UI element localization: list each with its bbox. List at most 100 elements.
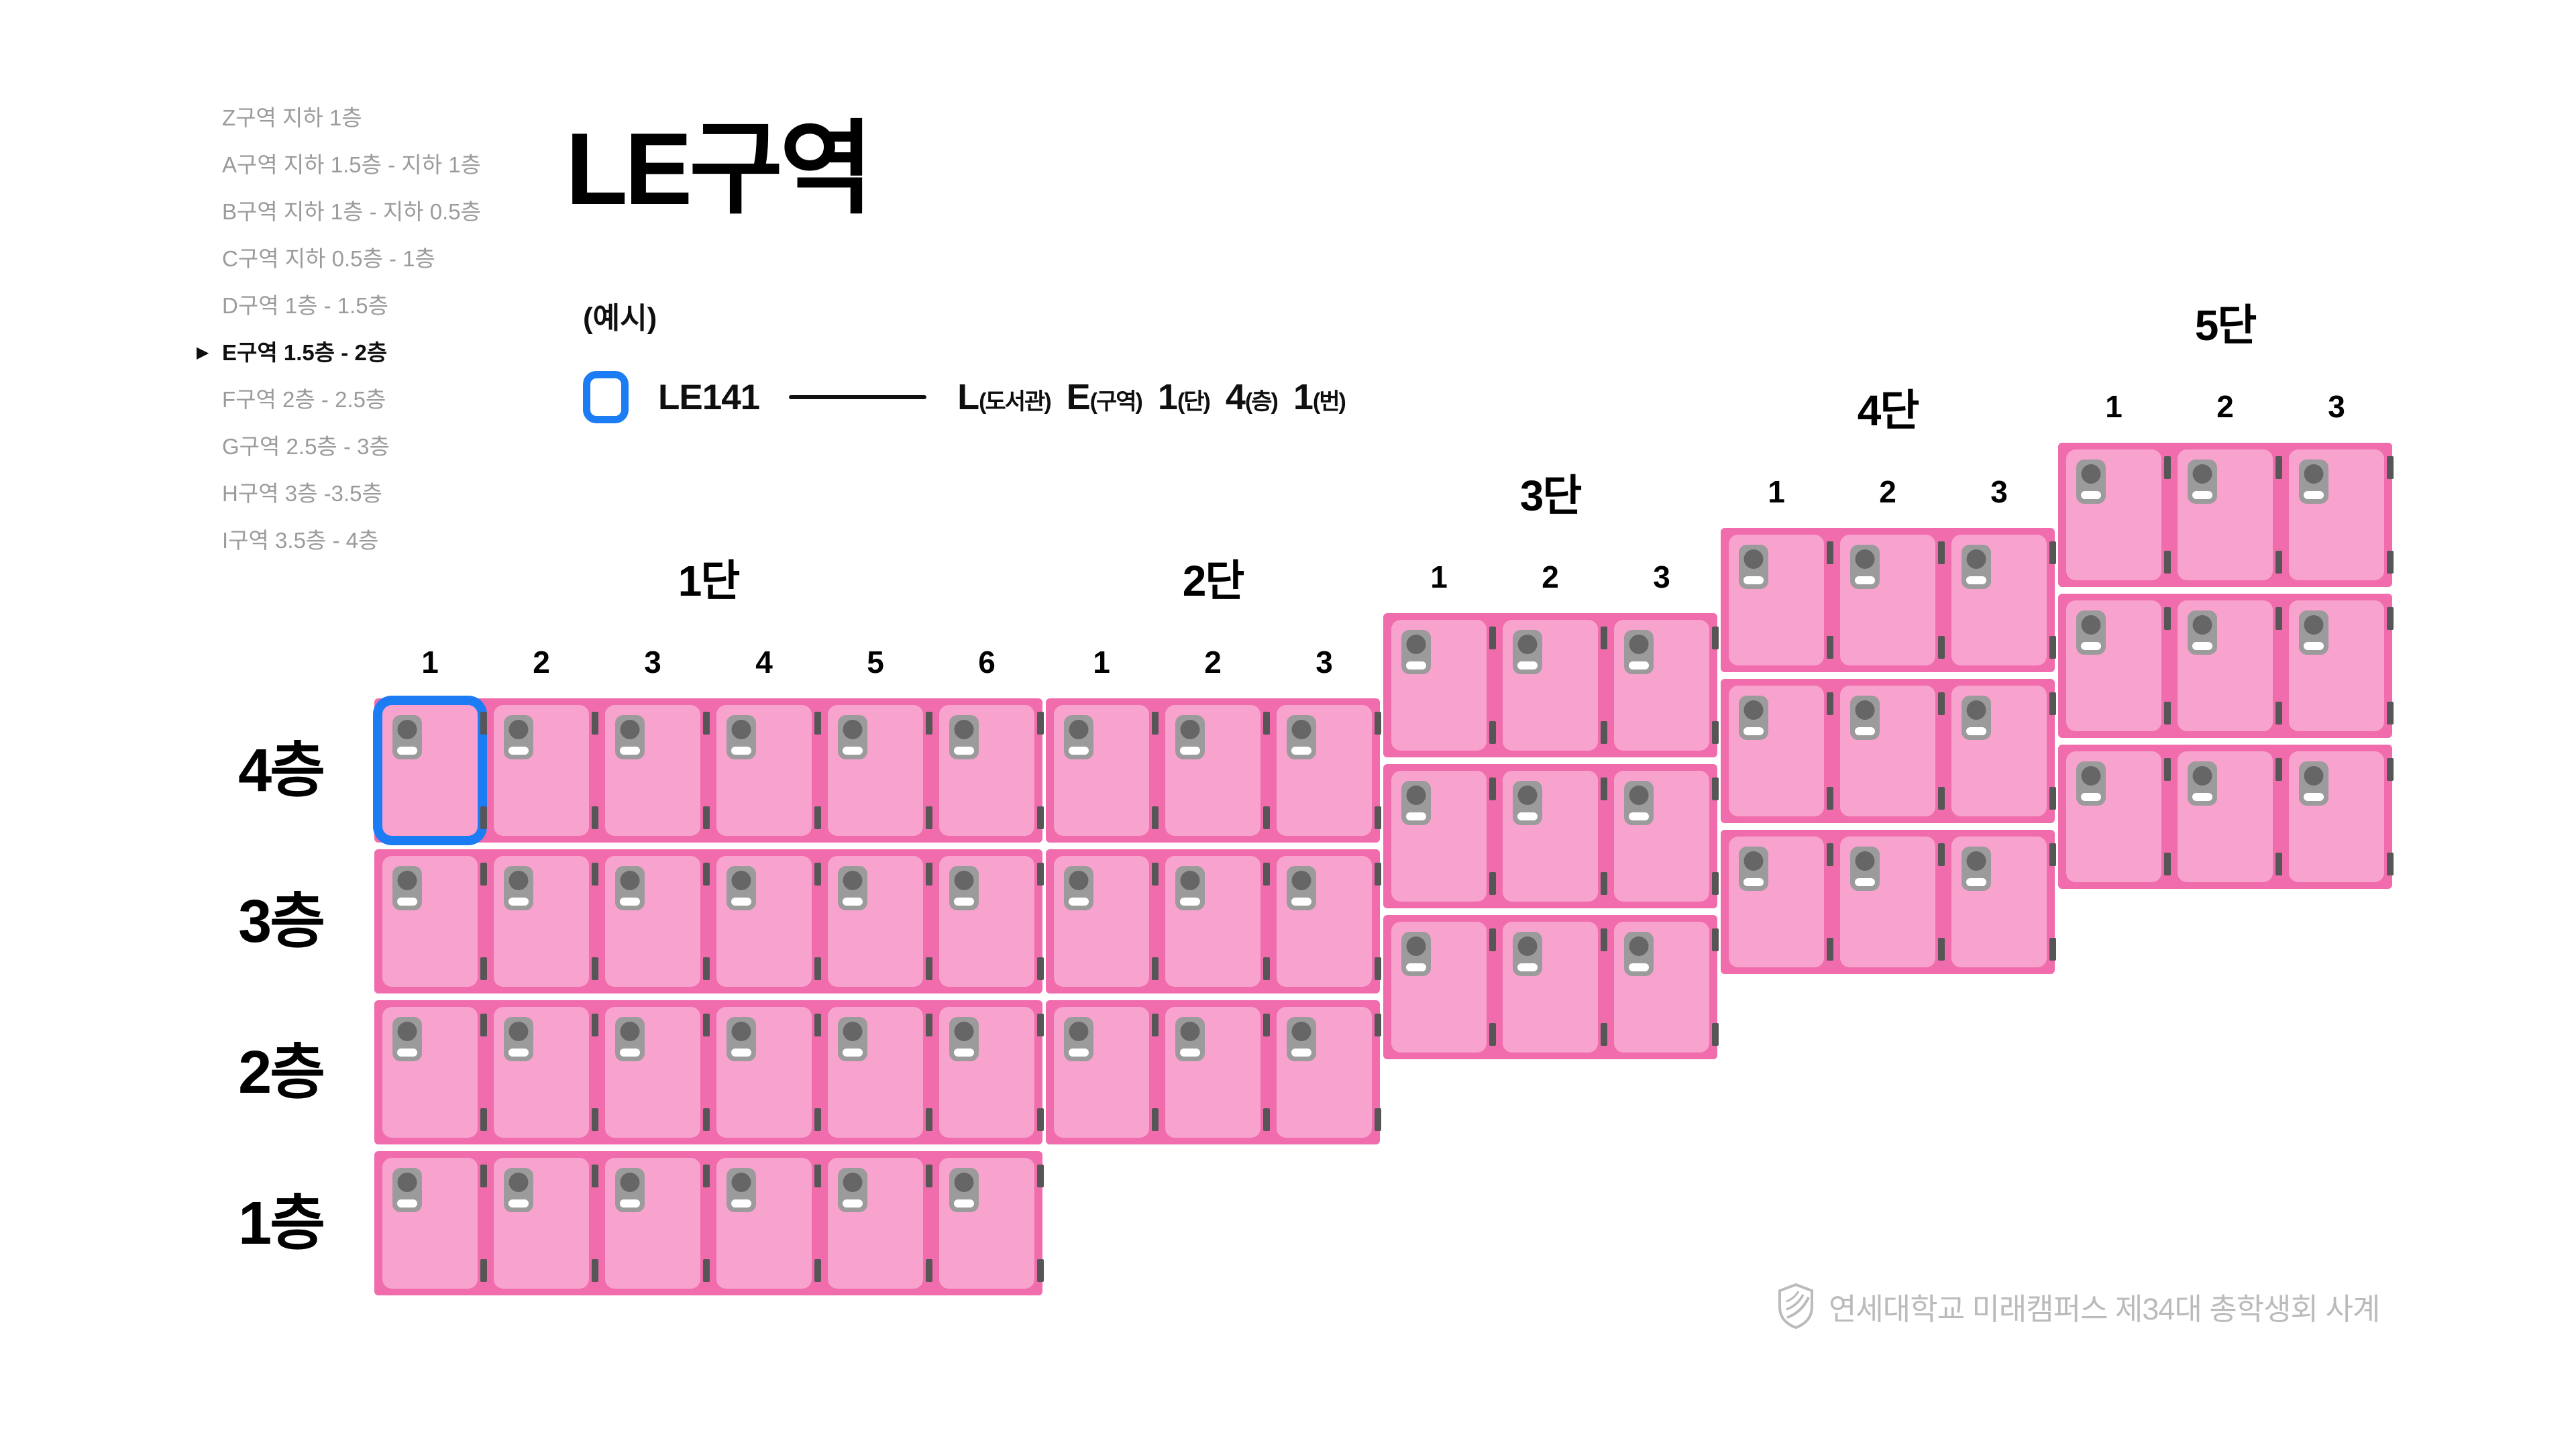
locker-handle-icon <box>1624 781 1654 825</box>
sidebar-item-a-zone[interactable]: A구역 지하 1.5층 - 지하 1층 <box>222 142 598 189</box>
locker-handle-icon <box>392 1168 422 1212</box>
locker-handle-icon <box>1287 715 1316 759</box>
column-number-label: 1 <box>421 645 439 680</box>
locker[interactable] <box>1277 705 1381 836</box>
locker[interactable] <box>1391 922 1496 1053</box>
locker-handle-icon <box>392 866 422 910</box>
sidebar-item-h-zone[interactable]: H구역 3층 -3.5층 <box>222 470 598 517</box>
sidebar-item-d-zone[interactable]: D구역 1층 - 1.5층 <box>222 282 598 329</box>
locker[interactable] <box>2178 751 2282 882</box>
locker[interactable] <box>1614 922 1719 1053</box>
section-header-label: 2단 <box>1182 557 1244 605</box>
locker[interactable] <box>1951 837 2056 967</box>
locker[interactable] <box>605 856 710 987</box>
column-number-label: 2 <box>533 645 550 680</box>
sidebar-item-i-zone[interactable]: I구역 3.5층 - 4층 <box>222 517 598 564</box>
locker[interactable] <box>1054 705 1159 836</box>
locker[interactable] <box>1391 620 1496 751</box>
locker-handle-icon <box>1962 847 1991 891</box>
locker[interactable] <box>382 1158 487 1289</box>
legend-code-formula: L (도서관) E (구역) 1 (단) 4 (층) 1 (번) <box>957 376 1361 418</box>
locker[interactable] <box>716 856 821 987</box>
locker[interactable] <box>939 1007 1044 1138</box>
locker[interactable] <box>939 705 1044 836</box>
column-number-label: 1 <box>2105 389 2123 424</box>
locker[interactable] <box>494 856 598 987</box>
column-number-label: 1 <box>1093 645 1110 680</box>
locker-row-strip <box>2058 594 2394 738</box>
locker-handle-icon <box>1287 1017 1316 1061</box>
locker[interactable] <box>828 1158 932 1289</box>
locker[interactable] <box>1840 837 1945 967</box>
sidebar-item-c-zone[interactable]: C구역 지하 0.5층 - 1층 <box>222 235 598 282</box>
locker[interactable] <box>1503 620 1607 751</box>
locker-row-strip <box>1721 679 2056 823</box>
locker[interactable] <box>1054 856 1159 987</box>
formula-meaning: (번) <box>1312 389 1346 415</box>
locker-section-3단: 3단 1 2 3 <box>1383 452 1719 1059</box>
locker-row-strip <box>374 1151 1044 1295</box>
locker-handle-icon <box>949 1168 979 1212</box>
floor-axis-label: 1층 <box>238 1189 325 1257</box>
locker-handle-icon <box>1513 630 1542 674</box>
column-number-row: 1 2 3 <box>1046 645 1380 680</box>
locker[interactable] <box>2066 600 2171 731</box>
locker-handle-icon <box>1064 866 1093 910</box>
locker[interactable] <box>2178 449 2282 580</box>
sidebar-item-g-zone[interactable]: G구역 2.5층 - 3층 <box>222 423 598 470</box>
locker-handle-icon <box>838 866 867 910</box>
sidebar-item-e-zone[interactable]: ▶ E구역 1.5층 - 2층 <box>197 329 598 376</box>
locker[interactable] <box>605 1007 710 1138</box>
legend-locker-code: LE141 <box>658 377 760 417</box>
sidebar-item-z-zone[interactable]: Z구역 지하 1층 <box>222 95 598 142</box>
locker[interactable] <box>1503 771 1607 902</box>
locker[interactable] <box>1165 1007 1270 1138</box>
locker[interactable] <box>716 705 821 836</box>
locker[interactable] <box>382 856 487 987</box>
locker[interactable] <box>494 705 598 836</box>
locker[interactable] <box>828 705 932 836</box>
locker[interactable] <box>1614 771 1719 902</box>
locker[interactable] <box>1951 535 2056 665</box>
locker[interactable] <box>1729 686 1833 816</box>
locker[interactable] <box>716 1158 821 1289</box>
locker[interactable] <box>1054 1007 1159 1138</box>
locker[interactable] <box>1277 856 1381 987</box>
locker[interactable] <box>2066 751 2171 882</box>
locker-handle-icon <box>1401 932 1431 976</box>
sidebar-item-f-zone[interactable]: F구역 2층 - 2.5층 <box>222 376 598 423</box>
locker[interactable] <box>1729 535 1833 665</box>
locker[interactable] <box>605 1158 710 1289</box>
locker[interactable] <box>1840 686 1945 816</box>
locker[interactable] <box>1165 856 1270 987</box>
locker-row-strip <box>1383 764 1719 908</box>
locker[interactable] <box>2289 600 2394 731</box>
locker[interactable] <box>716 1007 821 1138</box>
locker[interactable] <box>2178 600 2282 731</box>
locker-row-strip <box>2058 745 2394 889</box>
locker-handle-icon <box>2299 460 2328 504</box>
locker[interactable] <box>2066 449 2171 580</box>
locker[interactable] <box>939 1158 1044 1289</box>
locker[interactable] <box>1840 535 1945 665</box>
locker[interactable] <box>2289 751 2394 882</box>
locker[interactable] <box>494 1158 598 1289</box>
locker[interactable] <box>1391 771 1496 902</box>
locker[interactable] <box>2289 449 2394 580</box>
locker[interactable] <box>828 1007 932 1138</box>
locker[interactable] <box>828 856 932 987</box>
selected-locker[interactable] <box>382 705 487 836</box>
locker[interactable] <box>494 1007 598 1138</box>
locker[interactable] <box>1729 837 1833 967</box>
locker[interactable] <box>1277 1007 1381 1138</box>
locker[interactable] <box>382 1007 487 1138</box>
locker[interactable] <box>1165 705 1270 836</box>
locker[interactable] <box>1503 922 1607 1053</box>
sidebar-item-b-zone[interactable]: B구역 지하 1층 - 지하 0.5층 <box>222 189 598 235</box>
formula-meaning: (층) <box>1244 389 1279 415</box>
locker[interactable] <box>1951 686 2056 816</box>
locker[interactable] <box>605 705 710 836</box>
locker[interactable] <box>939 856 1044 987</box>
locker[interactable] <box>1614 620 1719 751</box>
